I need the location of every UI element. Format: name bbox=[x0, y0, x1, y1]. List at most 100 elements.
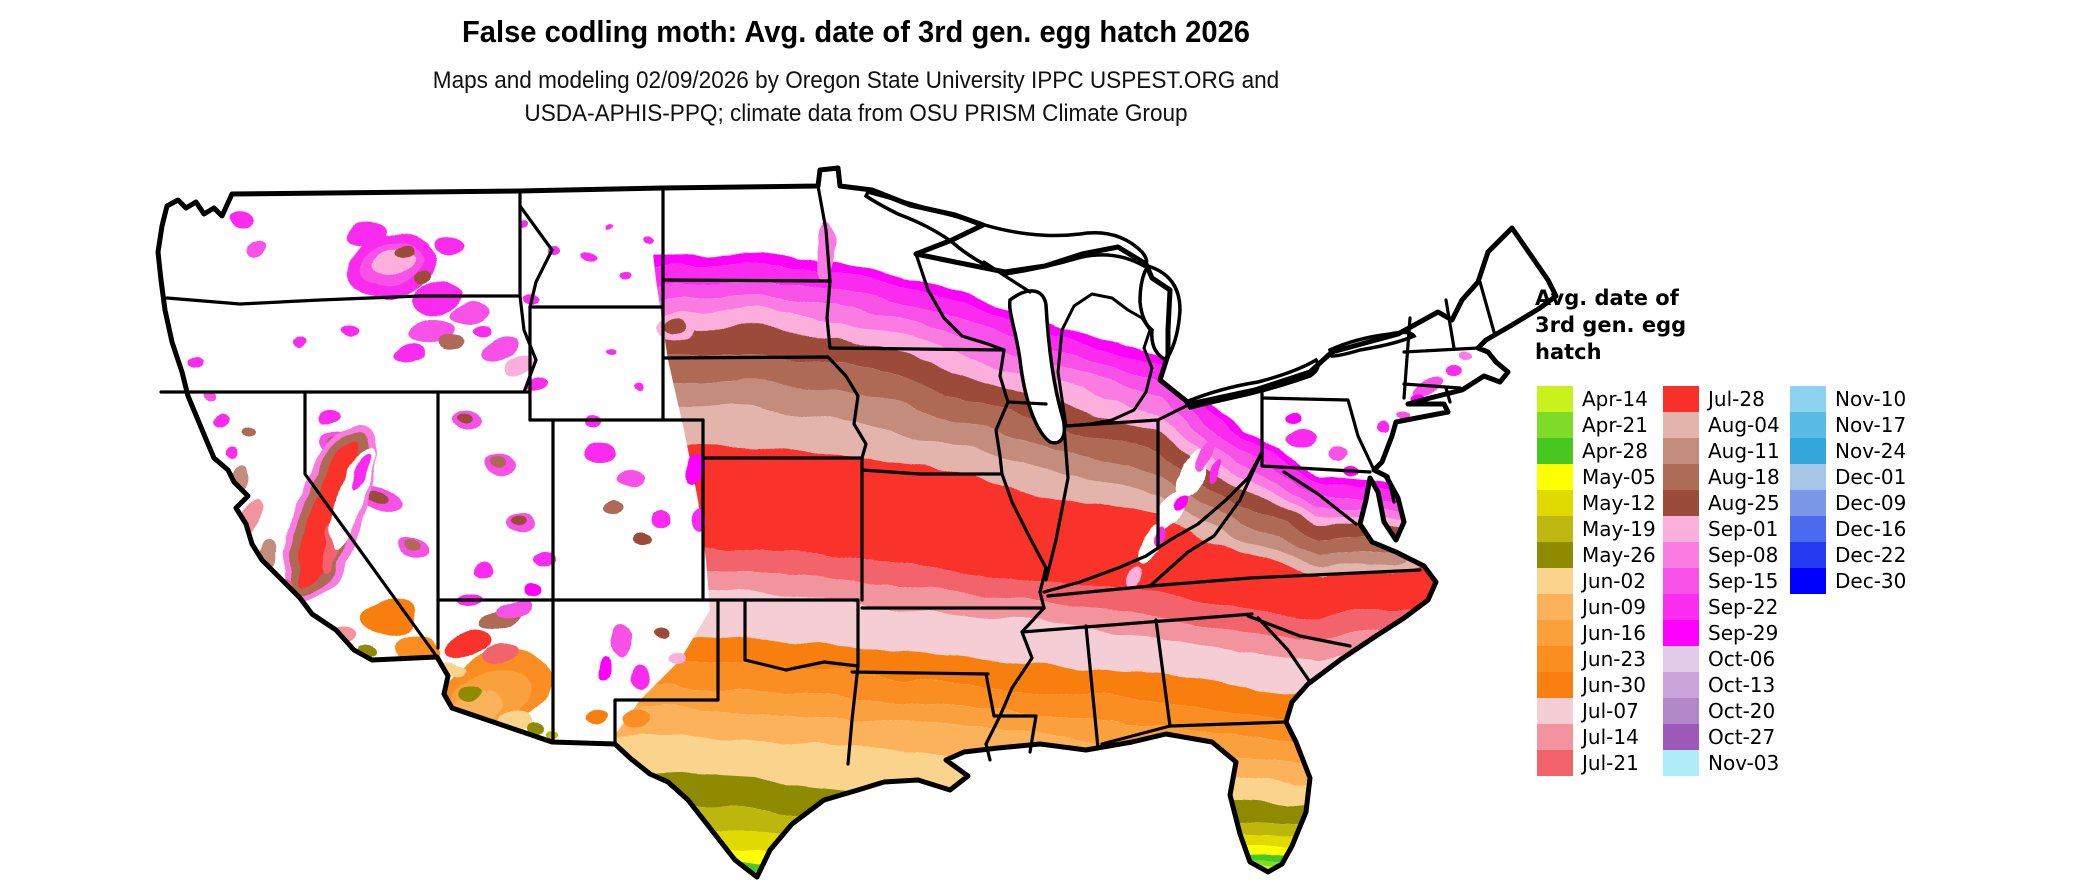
legend-swatch bbox=[1537, 386, 1573, 412]
legend-row: Aug-04 bbox=[1663, 412, 1780, 438]
legend-label: May-12 bbox=[1582, 491, 1656, 515]
terrain-patch bbox=[396, 347, 428, 365]
legend-swatch bbox=[1663, 750, 1699, 776]
terrain-patch bbox=[1285, 432, 1315, 448]
terrain-patch bbox=[395, 248, 413, 260]
legend-row: Jul-07 bbox=[1537, 698, 1656, 724]
terrain-patch bbox=[527, 722, 545, 734]
legend-swatch bbox=[1663, 698, 1699, 724]
legend-row: May-19 bbox=[1537, 516, 1656, 542]
terrain-patch bbox=[667, 653, 685, 667]
terrain-patch bbox=[320, 409, 340, 421]
legend-row: Aug-18 bbox=[1663, 464, 1780, 490]
terrain-patch bbox=[597, 656, 611, 680]
legend-swatch bbox=[1537, 594, 1573, 620]
legend-column-1: Apr-14 Apr-21 Apr-28 May-05 May-12 May-19 May-… bbox=[1537, 386, 1656, 776]
legend-label: May-26 bbox=[1582, 543, 1656, 567]
legend-row: Dec-16 bbox=[1790, 516, 1906, 542]
terrain-patch bbox=[616, 272, 628, 280]
legend-row: Nov-24 bbox=[1790, 438, 1906, 464]
terrain-patch bbox=[1195, 437, 1215, 467]
legend-label: Aug-04 bbox=[1708, 413, 1780, 437]
terrain-patch bbox=[501, 353, 531, 375]
legend-label: Nov-10 bbox=[1835, 387, 1907, 411]
legend-label: Dec-16 bbox=[1835, 517, 1907, 541]
terrain-patch bbox=[1294, 872, 1302, 876]
page-subtitle: Maps and modeling 02/09/2026 by Oregon S… bbox=[51, 64, 1660, 130]
legend-column-3: Nov-10 Nov-17 Nov-24 Dec-01 Dec-09 Dec-16 Dec-… bbox=[1790, 386, 1906, 594]
band-Jul-14 bbox=[610, 567, 1556, 662]
terrain-patch bbox=[581, 251, 595, 261]
subtitle-line-2: USDA-APHIS-PPQ; climate data from OSU PR… bbox=[524, 100, 1188, 127]
title-block: False codling moth: Avg. date of 3rd gen… bbox=[51, 14, 1660, 130]
terrain-patch bbox=[433, 239, 463, 257]
legend-swatch bbox=[1537, 646, 1573, 672]
terrain-patch bbox=[664, 321, 688, 337]
legend-label: Nov-17 bbox=[1835, 413, 1907, 437]
legend-label: May-19 bbox=[1582, 517, 1656, 541]
terrain-patch bbox=[192, 357, 208, 367]
legend-row: Apr-21 bbox=[1537, 412, 1656, 438]
terrain-patch bbox=[479, 646, 517, 666]
terrain-patch bbox=[474, 563, 494, 577]
terrain-patch bbox=[226, 447, 238, 457]
terrain-patch bbox=[652, 626, 668, 638]
terrain-patch bbox=[397, 665, 411, 675]
legend-label: May-05 bbox=[1582, 465, 1656, 489]
legend-row: Dec-30 bbox=[1790, 568, 1906, 594]
legend-row: Oct-06 bbox=[1663, 646, 1780, 672]
terrain-patch bbox=[460, 413, 476, 423]
band-Aug-04 bbox=[610, 406, 1556, 578]
terrain-patch bbox=[631, 666, 649, 694]
legend-label: Aug-18 bbox=[1708, 465, 1780, 489]
legend-label: Jun-09 bbox=[1582, 595, 1646, 619]
legend: Avg. date of 3rd gen. egg hatch Apr-14 Ap… bbox=[1535, 285, 2095, 776]
legend-row: Dec-01 bbox=[1790, 464, 1906, 490]
legend-swatch bbox=[1663, 594, 1699, 620]
legend-label: Aug-11 bbox=[1708, 439, 1780, 463]
legend-row: Nov-17 bbox=[1790, 412, 1906, 438]
legend-row: Aug-25 bbox=[1663, 490, 1780, 516]
terrain-patch bbox=[685, 454, 703, 486]
legend-swatch bbox=[1537, 490, 1573, 516]
legend-label: Nov-24 bbox=[1835, 439, 1907, 463]
legend-row: Oct-20 bbox=[1663, 698, 1780, 724]
terrain-patch bbox=[214, 414, 230, 426]
map-fill-layer bbox=[158, 168, 1556, 877]
terrain-patch bbox=[585, 442, 615, 462]
legend-row: Nov-10 bbox=[1790, 386, 1906, 412]
legend-swatch bbox=[1537, 672, 1573, 698]
legend-label: Jul-21 bbox=[1582, 751, 1639, 775]
us-outline bbox=[155, 165, 1559, 880]
legend-swatch bbox=[1537, 542, 1573, 568]
legend-row: Jun-02 bbox=[1537, 568, 1656, 594]
terrain-patch bbox=[1125, 566, 1143, 590]
legend-label: Sep-08 bbox=[1708, 543, 1779, 567]
legend-label: Jul-28 bbox=[1708, 387, 1765, 411]
legend-swatch bbox=[1663, 412, 1699, 438]
legend-label: Dec-22 bbox=[1835, 543, 1907, 567]
legend-swatch bbox=[1790, 464, 1826, 490]
legend-row: Dec-22 bbox=[1790, 542, 1906, 568]
legend-row: May-12 bbox=[1537, 490, 1656, 516]
legend-row: Apr-28 bbox=[1537, 438, 1656, 464]
terrain-patch bbox=[243, 427, 257, 437]
terrain-patch bbox=[608, 349, 616, 355]
legend-label: Jun-23 bbox=[1582, 647, 1646, 671]
terrain-patch bbox=[346, 219, 386, 245]
legend-label: Dec-09 bbox=[1835, 491, 1907, 515]
legend-swatch bbox=[1663, 724, 1699, 750]
terrain-patch bbox=[353, 453, 371, 491]
legend-label: Sep-29 bbox=[1708, 621, 1779, 645]
legend-swatch bbox=[1790, 542, 1826, 568]
legend-row: Jun-16 bbox=[1537, 620, 1656, 646]
legend-row: Jun-23 bbox=[1537, 646, 1656, 672]
terrain-patch bbox=[631, 534, 649, 546]
legend-row: Oct-13 bbox=[1663, 672, 1780, 698]
terrain-patch bbox=[1459, 351, 1473, 361]
legend-row: Jun-09 bbox=[1537, 594, 1656, 620]
legend-label: Sep-15 bbox=[1708, 569, 1779, 593]
terrain-patch bbox=[1327, 447, 1349, 461]
legend-row: Jul-21 bbox=[1537, 750, 1656, 776]
terrain-patch bbox=[611, 622, 633, 658]
